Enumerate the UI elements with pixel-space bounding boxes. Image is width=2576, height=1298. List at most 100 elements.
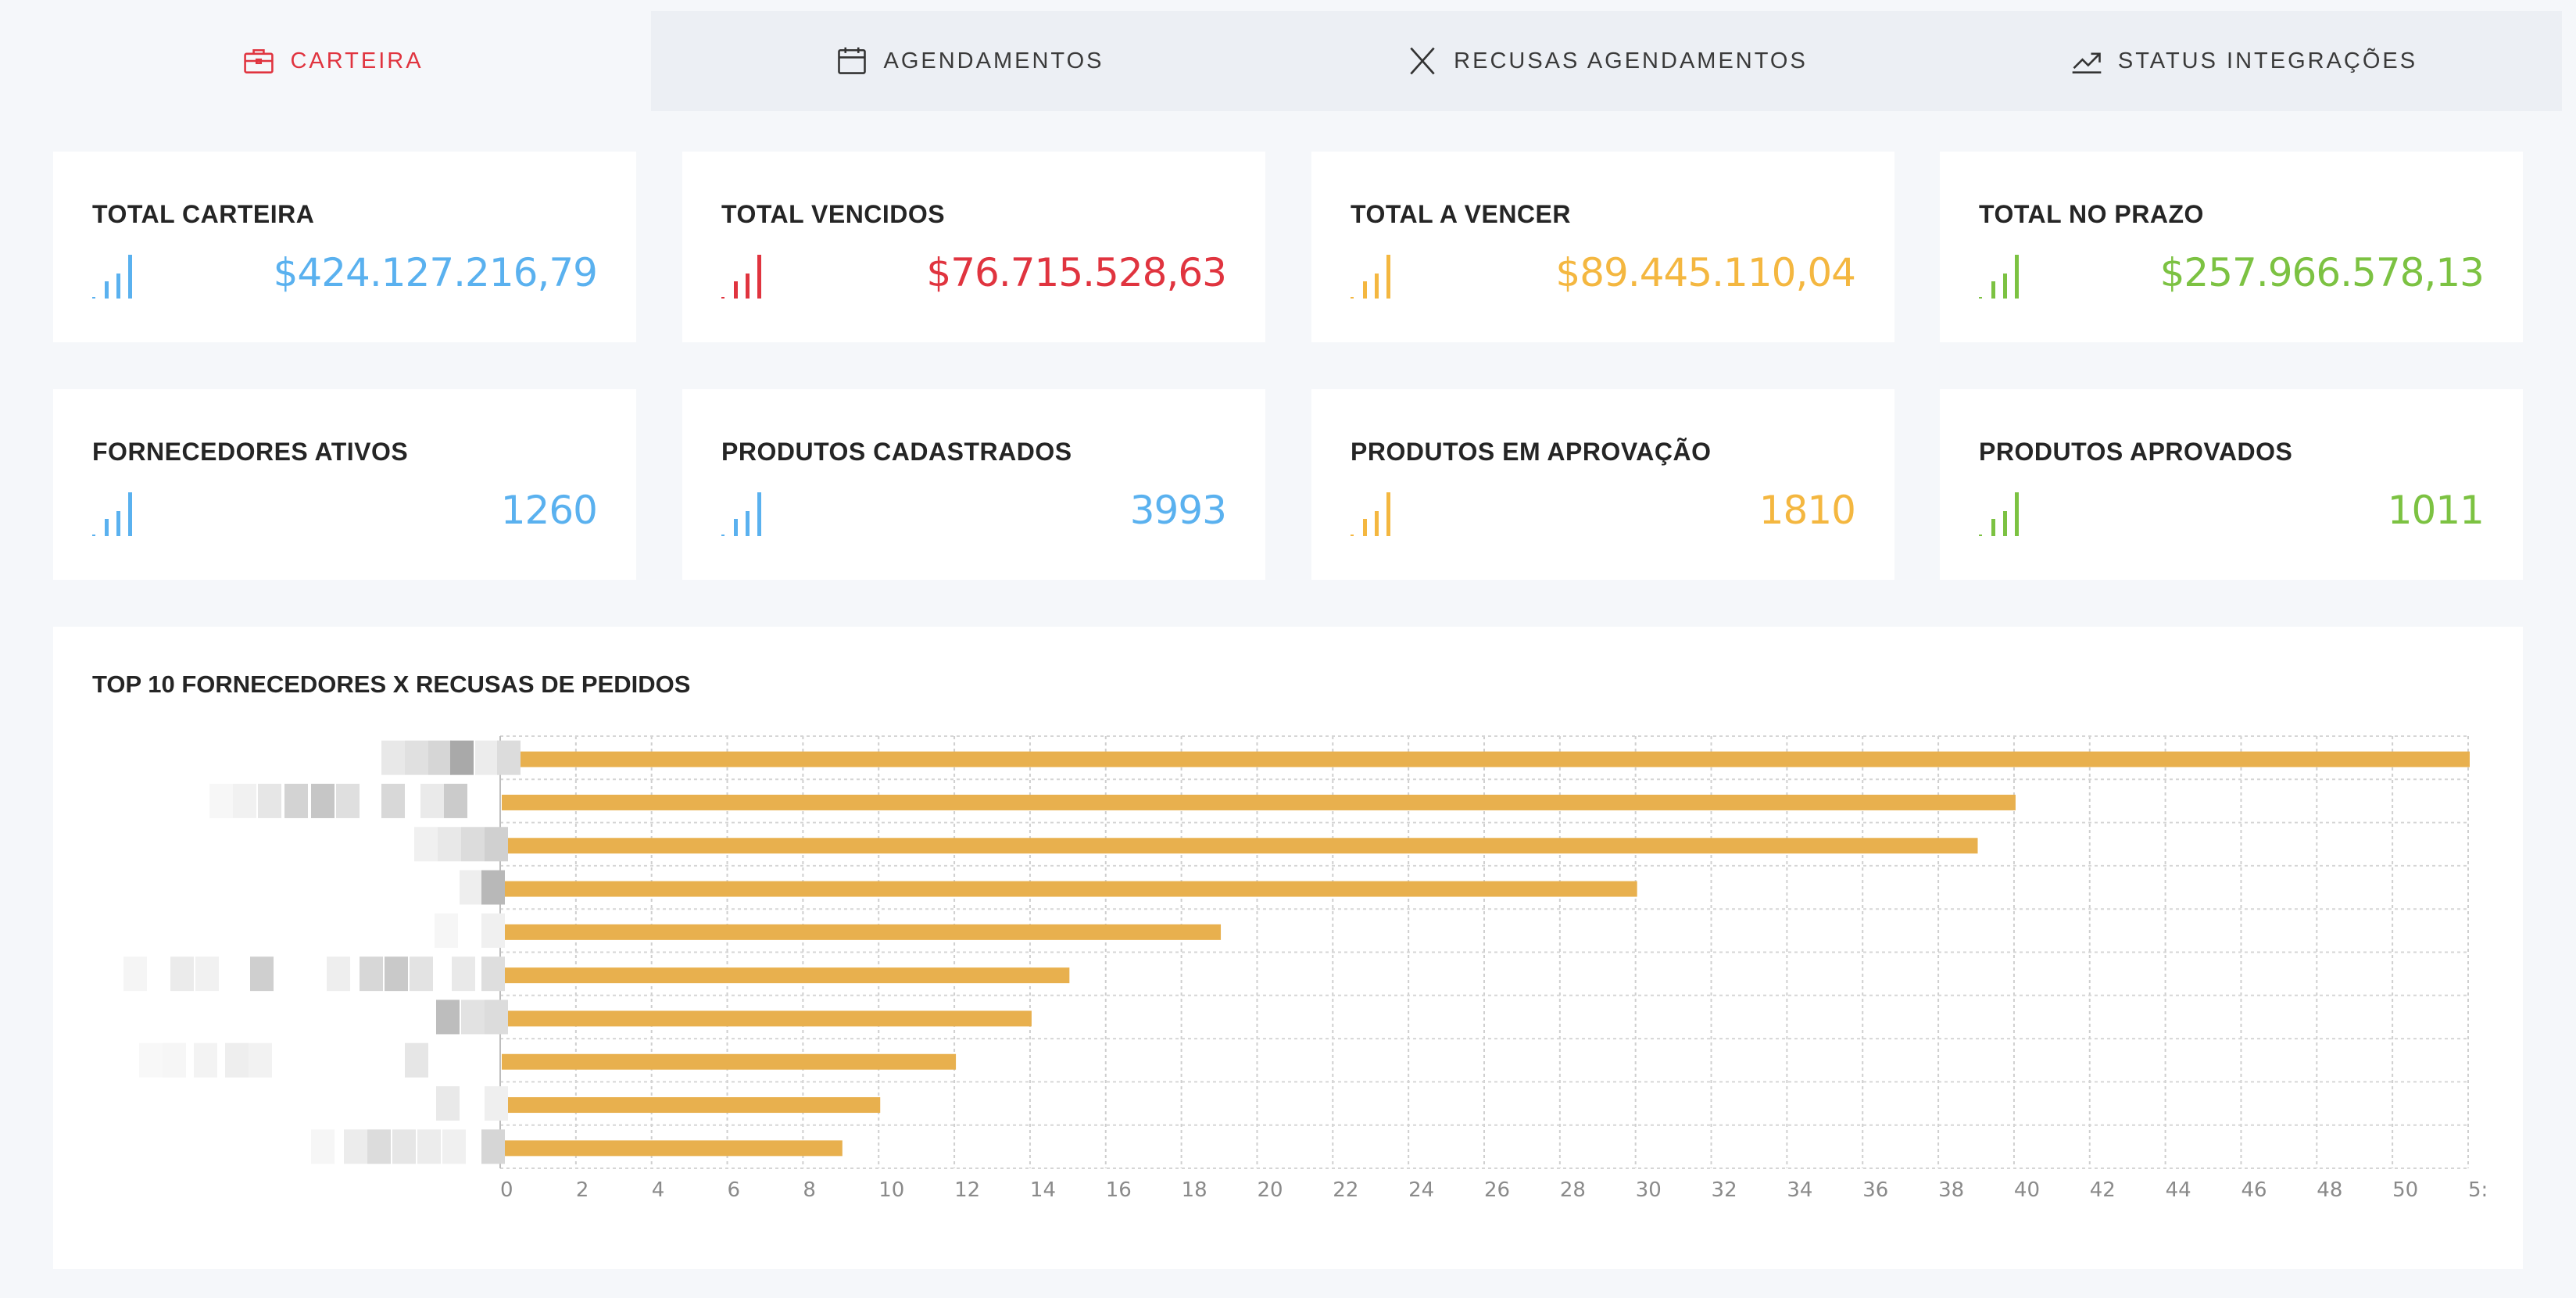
card-produtos-em-aprovacao: PRODUTOS EM APROVAÇÃO 1810 <box>1311 389 1894 580</box>
obscured-supplier-label <box>170 957 194 992</box>
signal-bar <box>1375 511 1379 536</box>
card-value: $76.715.528,63 <box>926 250 1227 295</box>
obscured-supplier-label <box>194 1042 217 1078</box>
bar[interactable] <box>502 794 2016 810</box>
obscured-supplier-label <box>481 957 505 992</box>
obscured-supplier-label <box>405 740 428 775</box>
obscured-supplier-label <box>481 1129 505 1164</box>
signal-bar <box>2015 492 2019 536</box>
bar-chart-icon <box>1351 255 1390 299</box>
obscured-supplier-label <box>225 1042 249 1078</box>
card-label: TOTAL CARTEIRA <box>92 200 315 228</box>
obscured-supplier-label <box>436 1086 460 1121</box>
obscured-supplier-label <box>461 827 485 862</box>
signal-bar <box>1979 297 1982 299</box>
signal-bar <box>1363 281 1367 299</box>
obscured-supplier-label <box>417 1129 441 1164</box>
obscured-supplier-label <box>485 827 508 862</box>
obscured-supplier-label <box>442 1129 466 1164</box>
tab-agendamentos[interactable]: AGENDAMENTOS <box>651 11 1288 111</box>
signal-bar <box>721 535 724 536</box>
tab-status-integracoes[interactable]: STATUS INTEGRAÇÕES <box>1925 11 2562 111</box>
bar[interactable] <box>502 838 1978 854</box>
obscured-supplier-label <box>428 740 452 775</box>
obscured-supplier-label <box>436 999 460 1035</box>
signal-bar <box>1991 519 1995 536</box>
obscured-supplier-label <box>123 957 147 992</box>
obscured-supplier-label <box>367 1129 391 1164</box>
obscured-supplier-label <box>258 783 281 818</box>
signal-bar <box>1363 519 1367 536</box>
x-tick-label: 18 <box>1182 1178 1208 1202</box>
chart-title: TOP 10 FORNECEDORES X RECUSAS DE PEDIDOS <box>92 670 691 698</box>
bar-chart-icon <box>721 255 761 299</box>
obscured-supplier-label <box>481 870 505 905</box>
x-tick-label: 22 <box>1333 1178 1358 1202</box>
signal-bar <box>757 255 761 299</box>
signal-bar <box>1375 274 1379 299</box>
signal-bar <box>2003 511 2007 536</box>
card-produtos-cadastrados: PRODUTOS CADASTRADOS 3993 <box>682 389 1265 580</box>
bar[interactable] <box>502 1010 1032 1027</box>
card-total-no-prazo: TOTAL NO PRAZO $257.966.578,13 <box>1940 152 2523 342</box>
x-tick-label: 40 <box>2014 1178 2040 1202</box>
obscured-supplier-label <box>485 1086 508 1121</box>
x-tick-label: 50 <box>2392 1178 2418 1202</box>
signal-bar <box>105 281 109 299</box>
signal-bar <box>746 274 750 299</box>
bar[interactable] <box>502 881 1637 897</box>
bar[interactable] <box>502 967 1070 984</box>
horizontal-bar-chart: 0 2 4 6 8 10 12 14 16 18 20 22 24 26 28 30 32 34 36 38 40 42 4… <box>123 735 2488 1202</box>
x-tick-label: 12 <box>954 1178 980 1202</box>
obscured-supplier-label <box>311 1129 335 1164</box>
obscured-supplier-label <box>344 1129 367 1164</box>
obscured-supplier-label <box>452 957 475 992</box>
tab-carteira[interactable]: CARTEIRA <box>14 11 651 111</box>
signal-bar <box>1386 255 1390 299</box>
bar-chart-icon <box>1979 492 2019 536</box>
signal-bar <box>734 519 738 536</box>
signal-bar <box>116 511 120 536</box>
obscured-supplier-label <box>336 783 360 818</box>
card-label: TOTAL VENCIDOS <box>721 200 946 228</box>
x-tick-label: 8 <box>803 1178 816 1202</box>
x-tick-label: 5: <box>2468 1178 2488 1202</box>
obscured-supplier-label <box>327 957 350 992</box>
tab-recusas-agendamentos[interactable]: RECUSAS AGENDAMENTOS <box>1288 11 1925 111</box>
bar[interactable] <box>502 751 2470 767</box>
bar[interactable] <box>502 1053 957 1070</box>
bar[interactable] <box>502 1097 881 1114</box>
signal-bar <box>2003 274 2007 299</box>
obscured-supplier-label <box>250 957 274 992</box>
signal-bar <box>1351 535 1354 536</box>
obscured-supplier-label <box>405 1042 428 1078</box>
obscured-supplier-label <box>139 1042 163 1078</box>
x-tick-label: 6 <box>728 1178 741 1202</box>
obscured-supplier-label <box>360 957 383 992</box>
obscured-supplier-label <box>444 783 467 818</box>
signal-bar <box>1991 281 1995 299</box>
x-tick-label: 10 <box>878 1178 904 1202</box>
signal-bar <box>116 274 120 299</box>
obscured-supplier-label <box>420 783 444 818</box>
x-tick-label: 4 <box>652 1178 665 1202</box>
x-tick-label: 24 <box>1408 1178 1434 1202</box>
signal-bar <box>746 511 750 536</box>
bar[interactable] <box>502 1140 843 1157</box>
obscured-supplier-label <box>311 783 335 818</box>
card-label: PRODUTOS EM APROVAÇÃO <box>1351 438 1712 466</box>
x-tick-label: 28 <box>1560 1178 1586 1202</box>
card-value: 1260 <box>500 488 598 533</box>
tab-bar: CARTEIRA AGENDAMENTOS RECUSAS AGENDAMENT… <box>14 11 2562 111</box>
card-label: TOTAL A VENCER <box>1351 200 1571 228</box>
x-tick-label: 34 <box>1787 1178 1812 1202</box>
bar-chart-icon <box>92 492 132 536</box>
x-tick-label: 44 <box>2166 1178 2191 1202</box>
x-tick-label: 16 <box>1106 1178 1132 1202</box>
bar[interactable] <box>502 924 1222 940</box>
bar-chart-icon <box>1979 255 2019 299</box>
obscured-supplier-label <box>497 740 521 775</box>
x-tick-label: 42 <box>2090 1178 2116 1202</box>
x-tick-label: 30 <box>1636 1178 1662 1202</box>
trending-up-icon <box>2070 44 2104 78</box>
